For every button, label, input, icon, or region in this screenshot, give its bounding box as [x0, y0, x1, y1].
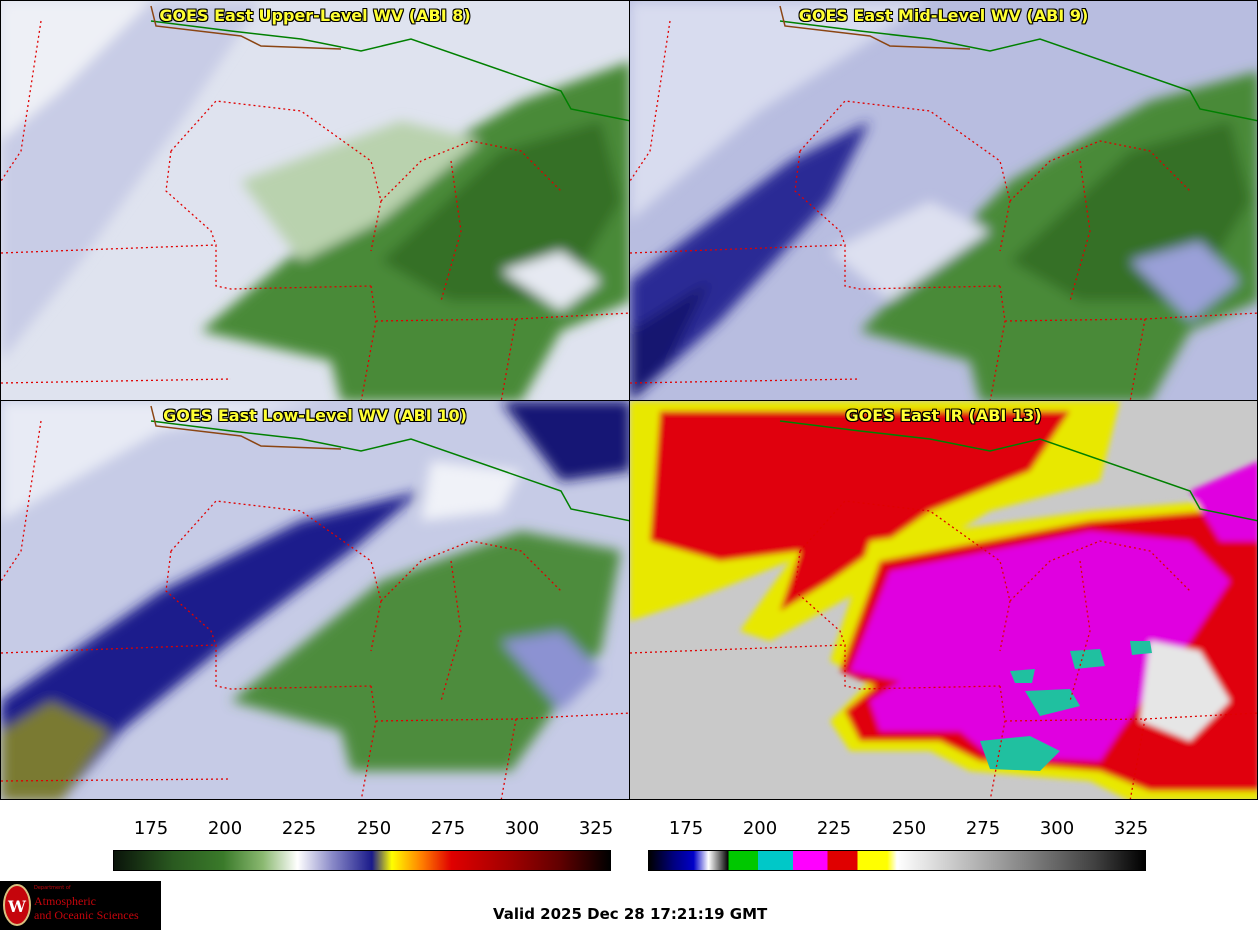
tick-label: 300 [1039, 818, 1075, 839]
colorbar-wv-ticks: 175 200 225 250 275 300 325 [113, 818, 614, 840]
logo-dept: Department of [34, 885, 71, 891]
tick-label: 300 [504, 818, 540, 839]
colorbar-ir-ticks: 175 200 225 250 275 300 325 [648, 818, 1149, 840]
colorbar-ir-gradient [648, 850, 1146, 871]
low-level-wv-image [1, 401, 629, 799]
valid-time: Valid 2025 Dec 28 17:21:19 GMT [493, 905, 768, 923]
mid-level-wv-image [630, 1, 1257, 400]
panel-upper-level-wv: GOES East Upper-Level WV (ABI 8) [0, 0, 630, 401]
tick-label: 275 [430, 818, 466, 839]
colorbar-wv-gradient [113, 850, 611, 871]
tick-label: 225 [281, 818, 317, 839]
panel-mid-level-wv: GOES East Mid-Level WV (ABI 9) [629, 0, 1258, 401]
panel-title: GOES East Mid-Level WV (ABI 9) [798, 6, 1089, 25]
tick-label: 175 [133, 818, 169, 839]
panel-title: GOES East IR (ABI 13) [845, 406, 1042, 425]
aos-logo: W Department of Atmospheric and Oceanic … [0, 881, 161, 930]
tick-label: 325 [578, 818, 614, 839]
tick-label: 250 [356, 818, 392, 839]
panel-title: GOES East Low-Level WV (ABI 10) [163, 406, 467, 425]
uw-crest-icon: W [3, 884, 31, 926]
panel-ir: GOES East IR (ABI 13) [629, 400, 1258, 800]
panel-title: GOES East Upper-Level WV (ABI 8) [159, 6, 471, 25]
logo-line1: Atmospheric [34, 894, 96, 908]
colorbar-ir: 175 200 225 250 275 300 325 [648, 818, 1149, 872]
logo-line2: and Oceanic Sciences [34, 908, 139, 922]
tick-label: 325 [1113, 818, 1149, 839]
tick-label: 250 [891, 818, 927, 839]
panel-low-level-wv: GOES East Low-Level WV (ABI 10) [0, 400, 630, 800]
svg-text:W: W [7, 897, 27, 916]
tick-label: 200 [207, 818, 243, 839]
colorbar-wv: 175 200 225 250 275 300 325 [113, 818, 614, 872]
tick-label: 225 [816, 818, 852, 839]
ir-image [630, 401, 1257, 799]
upper-level-wv-image [1, 1, 629, 400]
tick-label: 200 [742, 818, 778, 839]
tick-label: 175 [668, 818, 704, 839]
tick-label: 275 [965, 818, 1001, 839]
